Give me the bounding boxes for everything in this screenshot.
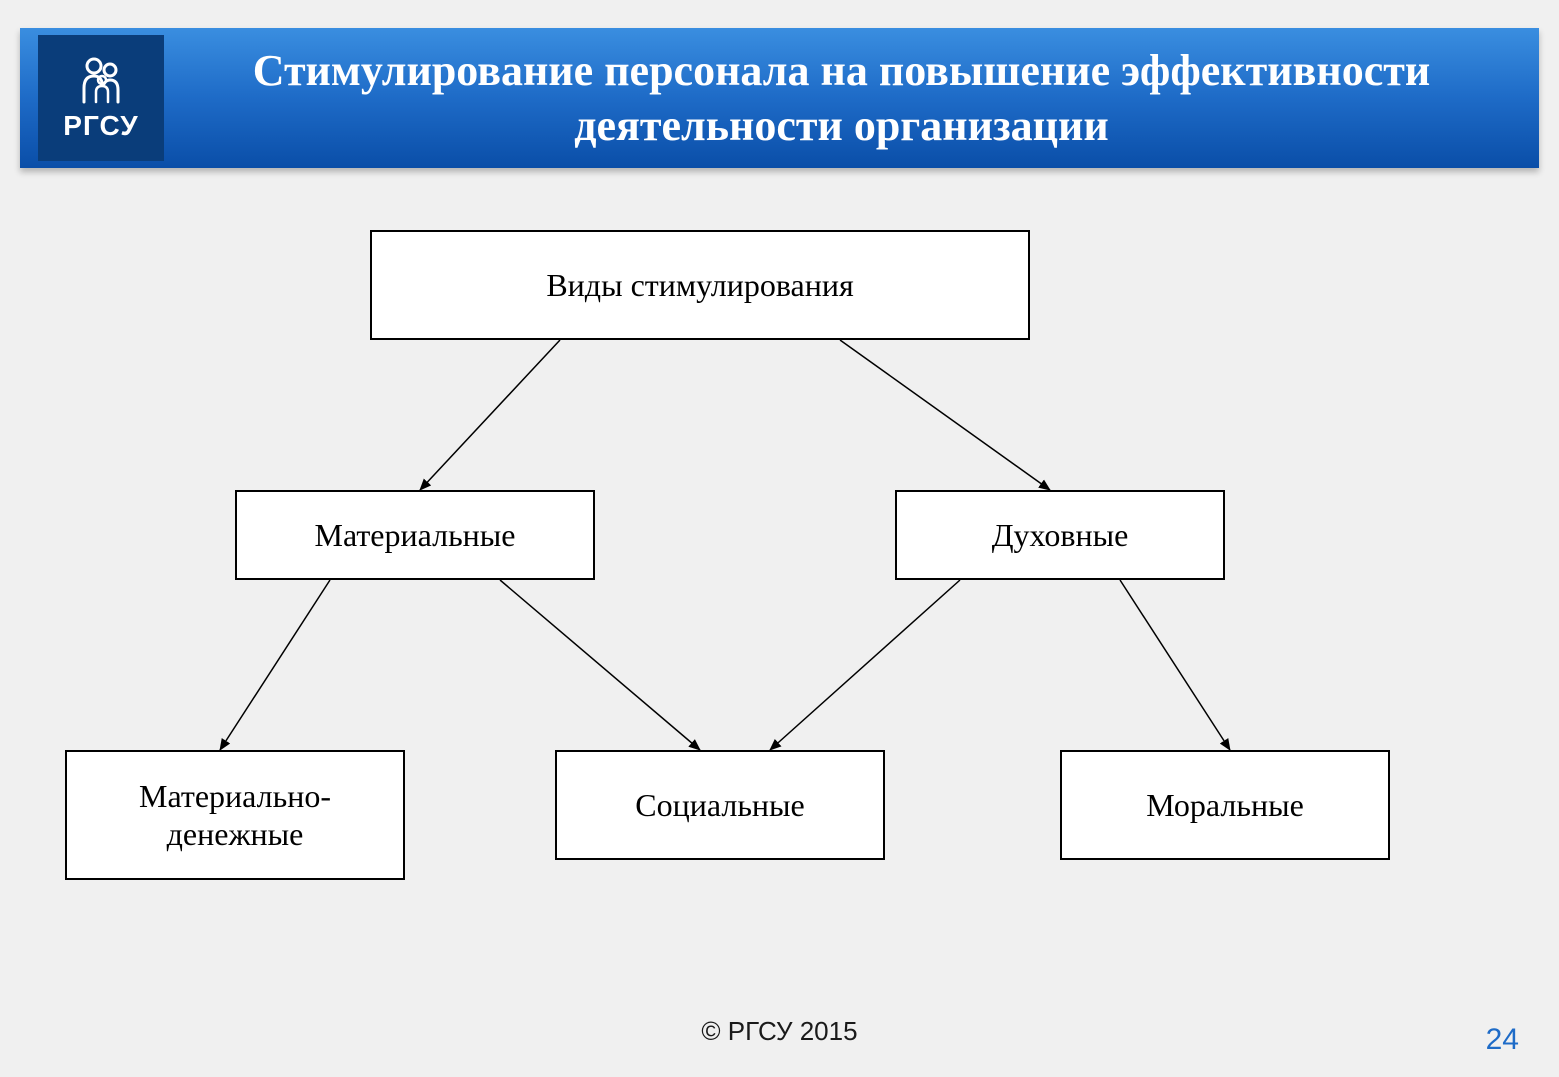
diagram-edge: [420, 340, 560, 490]
diagram-edge: [220, 580, 330, 750]
header-bar: РГСУ Стимулирование персонала на повышен…: [20, 28, 1539, 168]
diagram-edge: [770, 580, 960, 750]
diagram-edge: [500, 580, 700, 750]
logo: РГСУ: [38, 35, 164, 161]
diagram: Виды стимулирования Материальные Духовные М…: [0, 210, 1559, 970]
diagram-edge: [840, 340, 1050, 490]
diagram-node-matden: Материально- денежные: [65, 750, 405, 880]
diagram-node-mat: Материальные: [235, 490, 595, 580]
people-icon: [76, 54, 126, 104]
diagram-node-duh: Духовные: [895, 490, 1225, 580]
footer-copyright: © РГСУ 2015: [0, 1016, 1559, 1047]
page-title: Стимулирование персонала на повышение эф…: [164, 43, 1539, 153]
logo-label: РГСУ: [63, 110, 138, 142]
diagram-node-mor: Моральные: [1060, 750, 1390, 860]
diagram-edge: [1120, 580, 1230, 750]
diagram-node-soc: Социальные: [555, 750, 885, 860]
page-number: 24: [1486, 1023, 1519, 1057]
diagram-node-root: Виды стимулирования: [370, 230, 1030, 340]
